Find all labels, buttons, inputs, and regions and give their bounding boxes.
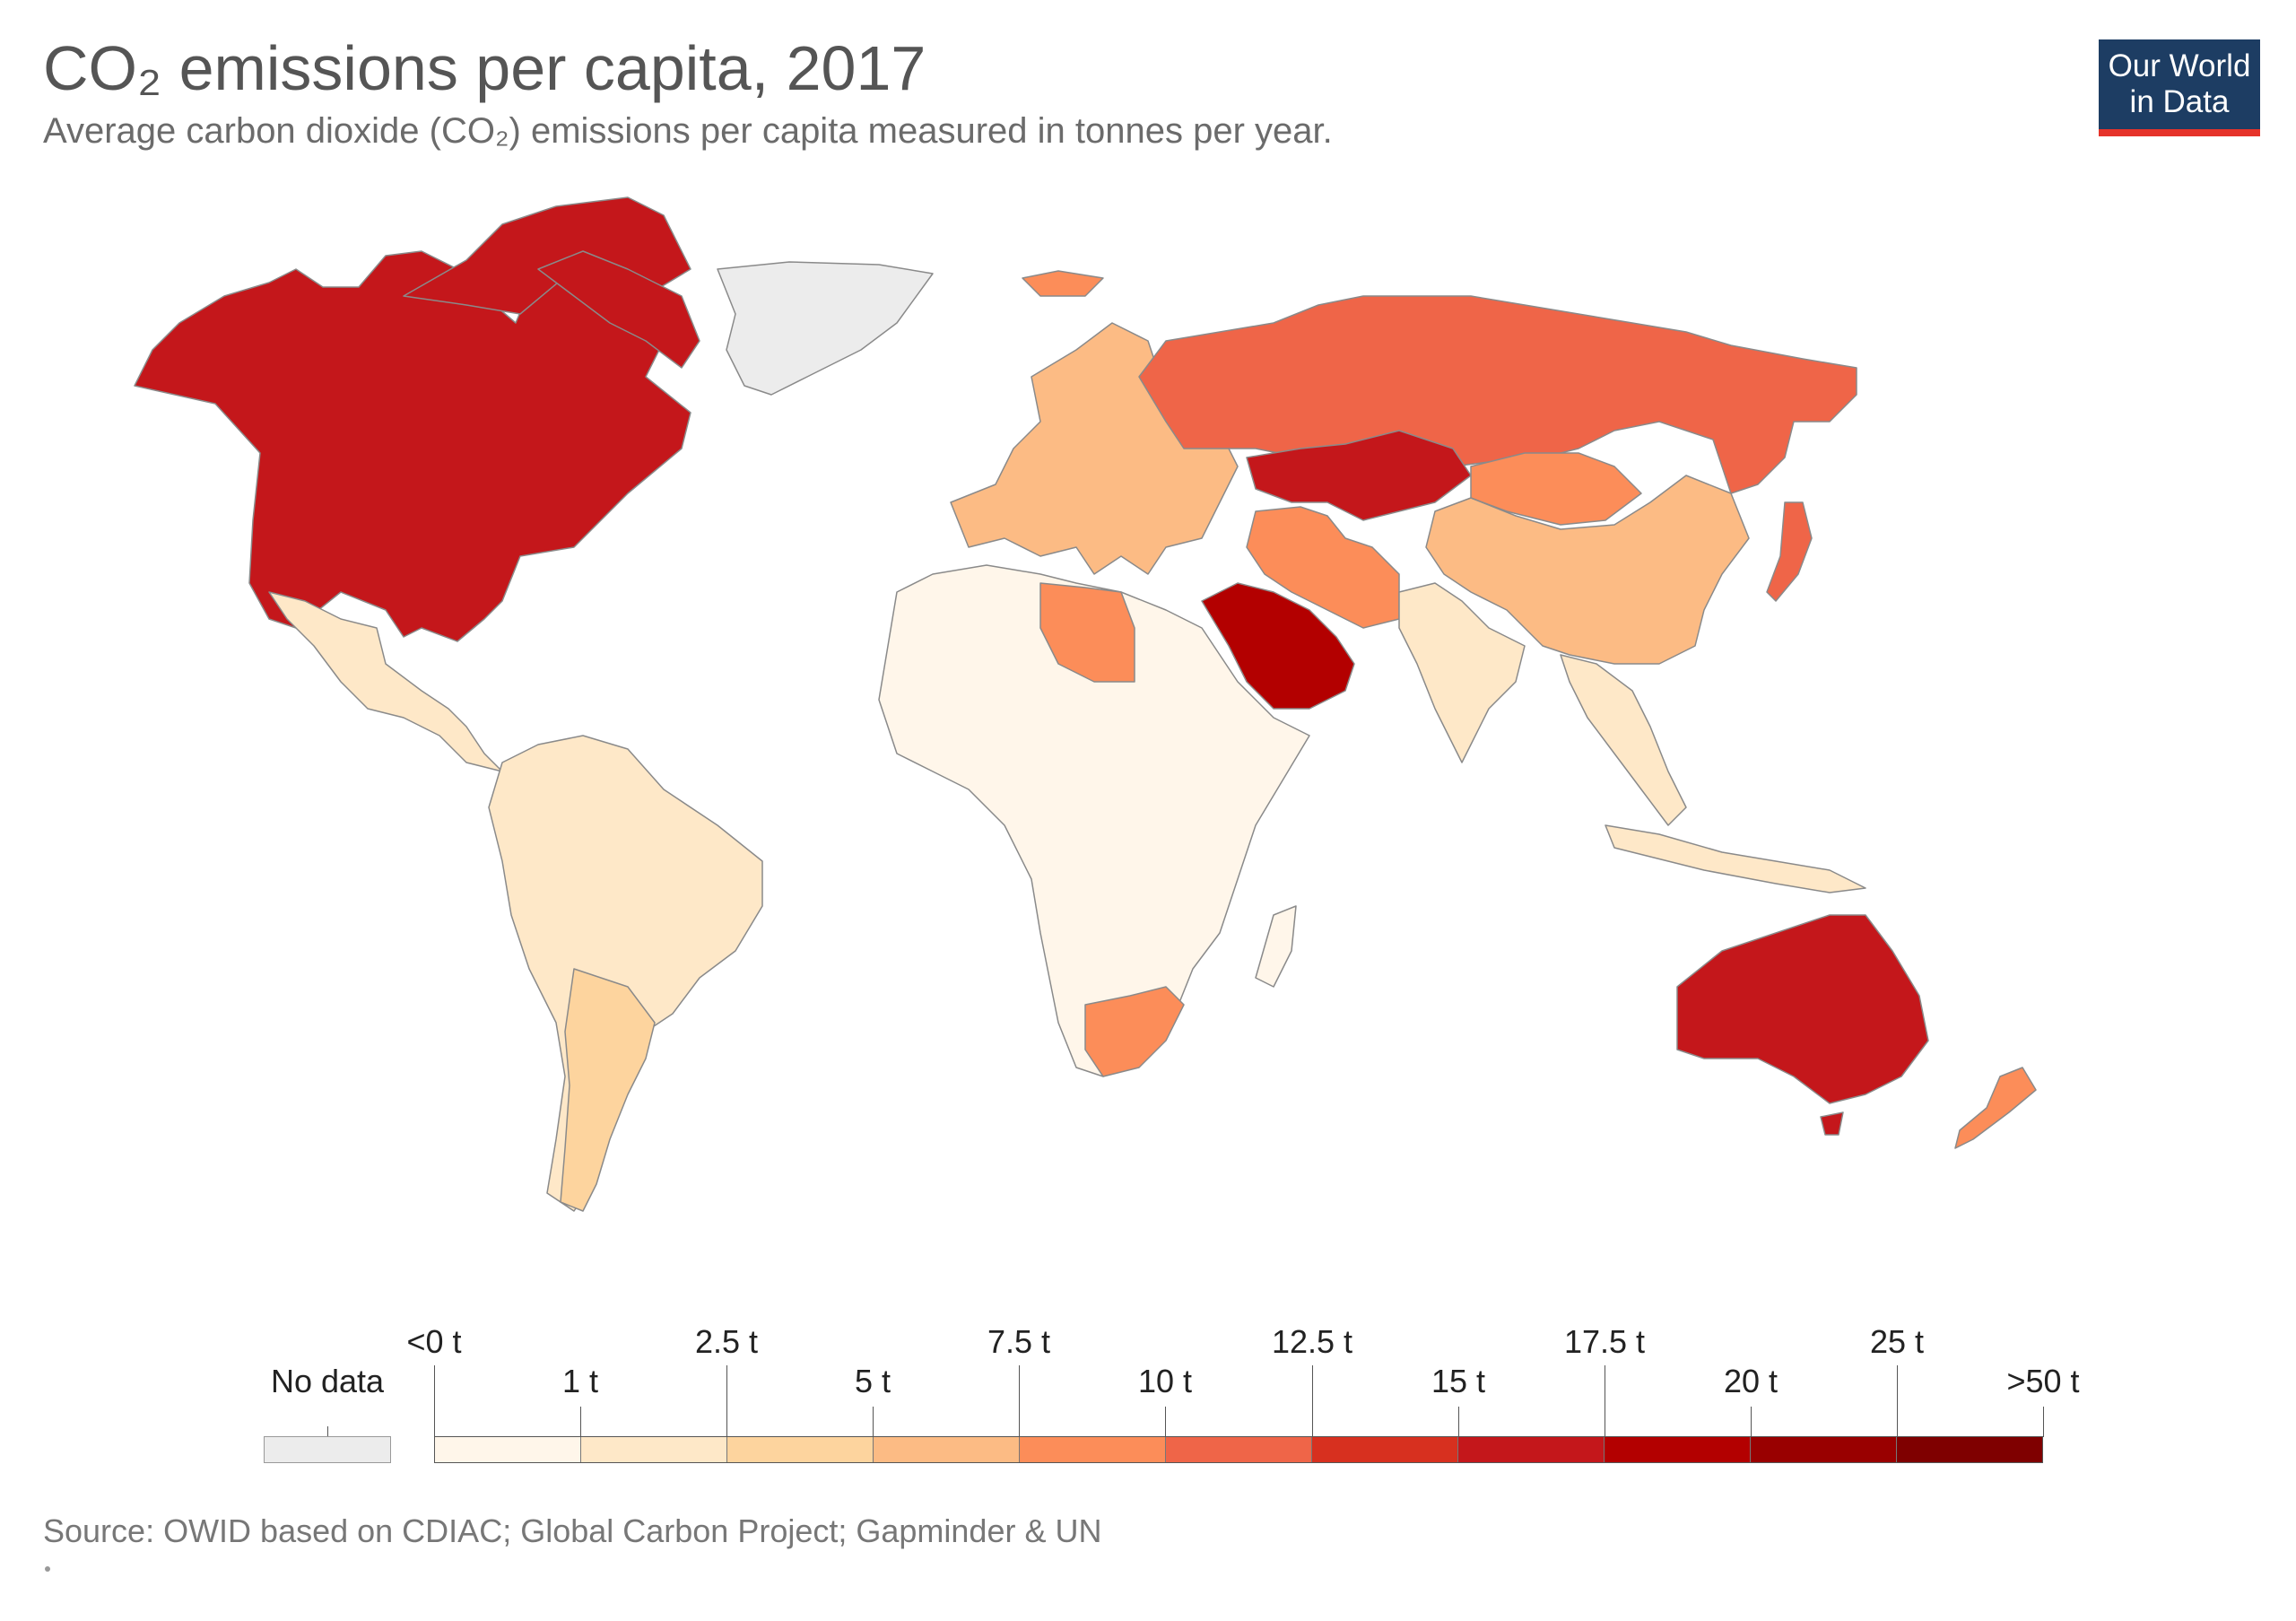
legend-lower-label: >50 t [2006,1363,2080,1399]
legend-bin-1[interactable] [581,1437,727,1462]
legend-bin-8[interactable] [1605,1437,1751,1462]
legend-tick [1165,1407,1166,1437]
source-note: Source: OWID based on CDIAC; Global Carb… [43,1512,1102,1549]
owid-logo[interactable]: Our World in Data [2099,39,2260,136]
world-map [134,196,2037,1212]
region-iceland[interactable] [1022,270,1104,297]
region-india[interactable] [1398,582,1526,763]
legend-upper-label: <0 t [406,1323,462,1360]
logo-line-1: Our World [2108,48,2251,83]
legend-tick [1458,1407,1459,1437]
legend-bin-3[interactable] [874,1437,1020,1462]
region-tasmania[interactable] [1820,1111,1844,1136]
legend-no-data-swatch[interactable] [264,1436,391,1463]
logo-line-2: in Data [2129,84,2230,119]
legend-bin-7[interactable] [1458,1437,1605,1462]
legend-no-data-label: No data [270,1363,385,1399]
region-arctic-islands[interactable] [537,250,700,369]
region-south-africa[interactable] [1084,986,1185,1077]
region-japan[interactable] [1766,501,1813,602]
region-china[interactable] [1425,475,1750,665]
region-mexico[interactable] [268,591,503,772]
legend-tick [2043,1407,2044,1437]
legend-bin-5[interactable] [1166,1437,1312,1462]
region-southeast-asia[interactable] [1560,654,1687,826]
legend-tick [1019,1365,1020,1437]
legend-lower-label: 10 t [1137,1363,1193,1399]
legend-lower-label: 20 t [1723,1363,1779,1399]
region-europe[interactable] [950,322,1239,575]
legend-tick [1312,1365,1313,1437]
legend-no-data-tick [327,1426,328,1436]
region-indonesia[interactable] [1605,824,1866,893]
legend-bin-10[interactable] [1897,1437,2042,1462]
legend-lower-label: 1 t [561,1363,599,1399]
legend-tick [434,1365,435,1437]
legend-tick [1897,1365,1898,1437]
legend-bin-2[interactable] [727,1437,874,1462]
legend-upper-label: 25 t [1869,1323,1925,1360]
region-greenland[interactable] [717,261,934,396]
region-madagascar[interactable] [1255,905,1297,988]
chart-title: CO₂ emissions per capita, 2017 [43,33,926,103]
legend-bin-0[interactable] [435,1437,581,1462]
chart-subtitle: Average carbon dioxide (CO₂) emissions p… [43,111,1333,151]
region-south-america[interactable] [488,735,763,1212]
legend-tick [873,1407,874,1437]
legend-bin-6[interactable] [1312,1437,1458,1462]
legend-upper-label: 12.5 t [1271,1323,1353,1360]
region-libya[interactable] [1039,582,1135,683]
region-kazakhstan[interactable] [1246,430,1472,521]
legend-lower-label: 15 t [1431,1363,1486,1399]
legend-bin-4[interactable] [1020,1437,1166,1462]
legend-tick [580,1407,581,1437]
legend-tick [726,1365,727,1437]
legend-color-scale [434,1436,2043,1463]
legend-upper-label: 2.5 t [694,1323,759,1360]
legend-lower-label: 5 t [854,1363,891,1399]
region-north-america[interactable] [134,241,691,642]
legend-upper-label: 7.5 t [987,1323,1051,1360]
region-argentina[interactable] [560,968,656,1212]
footer-bullet [45,1566,50,1572]
region-australia[interactable] [1676,914,1929,1104]
legend-upper-label: 17.5 t [1563,1323,1646,1360]
legend-bin-9[interactable] [1751,1437,1897,1462]
legend-tick [1751,1407,1752,1437]
region-saudi-arabia[interactable] [1201,582,1355,710]
region-new-zealand[interactable] [1954,1067,2037,1149]
